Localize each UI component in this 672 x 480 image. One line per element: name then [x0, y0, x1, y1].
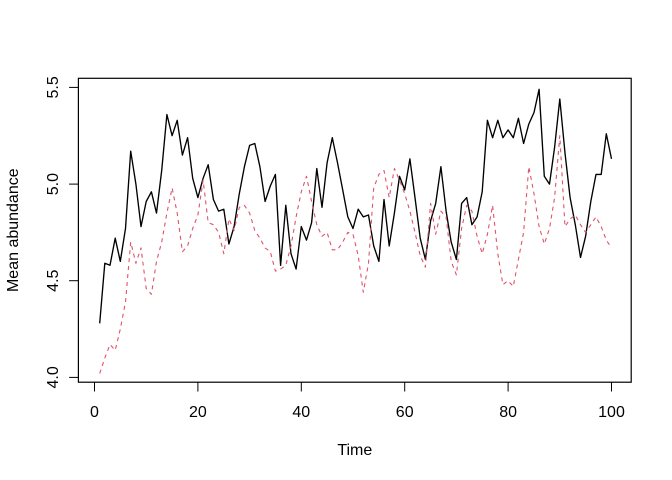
svg-text:5.5: 5.5 — [45, 76, 62, 98]
svg-text:4.0: 4.0 — [45, 366, 62, 388]
svg-text:20: 20 — [189, 404, 207, 421]
svg-text:40: 40 — [292, 404, 310, 421]
svg-text:4.5: 4.5 — [45, 269, 62, 291]
svg-text:Mean abundance: Mean abundance — [5, 168, 22, 292]
svg-text:60: 60 — [396, 404, 414, 421]
svg-text:0: 0 — [90, 404, 99, 421]
svg-text:100: 100 — [598, 404, 625, 421]
svg-text:5.0: 5.0 — [45, 173, 62, 195]
svg-text:Time: Time — [337, 442, 372, 459]
svg-text:80: 80 — [499, 404, 517, 421]
